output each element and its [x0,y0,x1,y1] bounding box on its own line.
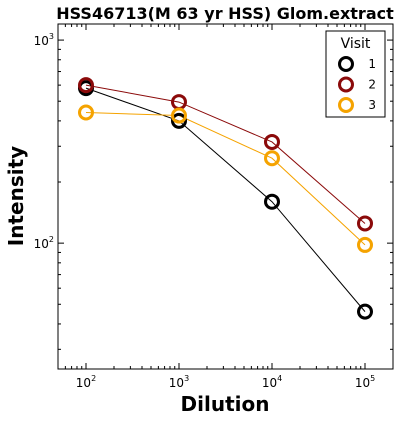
y-tick-label: 102 [34,235,54,251]
chart-title: HSS46713(M 63 yr HSS) Glom.extract [56,4,394,23]
legend-marker-2 [338,76,354,93]
legend-label-1: 1 [368,57,376,71]
series-2-point [264,133,281,150]
series-1-point [170,112,187,129]
series-line-3 [85,111,366,246]
x-tick-label: 105 [355,374,375,390]
legend-box [325,30,386,118]
axis-ticks: 102 103 104 105 102 103 [34,24,394,390]
legend-label-2: 2 [368,78,376,92]
x-tick-label: 104 [262,374,282,390]
plot-area [57,23,394,370]
series-2-point [77,77,94,94]
legend-label-3: 3 [368,98,376,112]
series-2-point [357,215,374,232]
series-3-point [357,236,374,253]
legend-title: Visit [341,36,371,52]
series-3-point [170,107,187,124]
x-axis-label: Dilution [181,392,270,416]
y-axis-label: Intensity [4,146,28,246]
series-line-2 [85,84,366,224]
series-1-point [264,193,281,210]
legend-marker-3 [338,97,354,113]
legend: Visit 1 2 3 [325,30,386,118]
series-3-point [77,104,94,121]
series-layer [77,77,374,320]
y-tick-label: 103 [34,32,54,48]
series-line-1 [85,87,366,312]
x-tick-label: 103 [169,374,189,390]
legend-marker-1 [338,56,354,72]
series-3-point [264,150,281,167]
series-1-point [357,303,374,320]
x-tick-label: 102 [76,374,96,390]
